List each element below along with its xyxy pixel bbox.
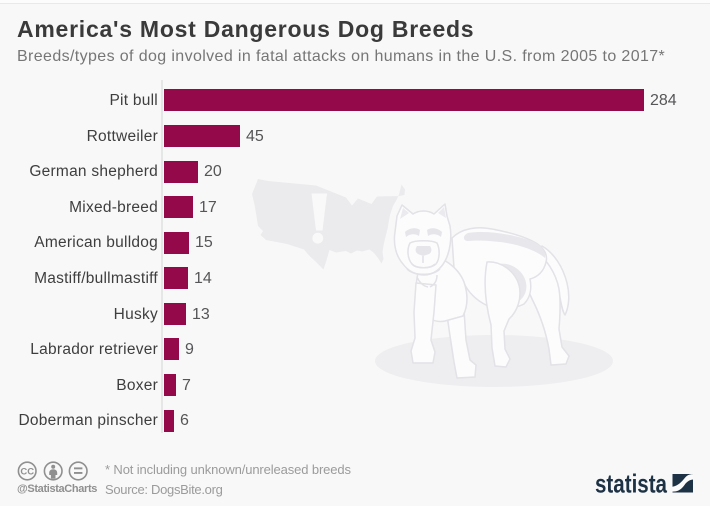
svg-text:CC: CC (20, 466, 34, 477)
svg-text:statista: statista (595, 469, 667, 499)
